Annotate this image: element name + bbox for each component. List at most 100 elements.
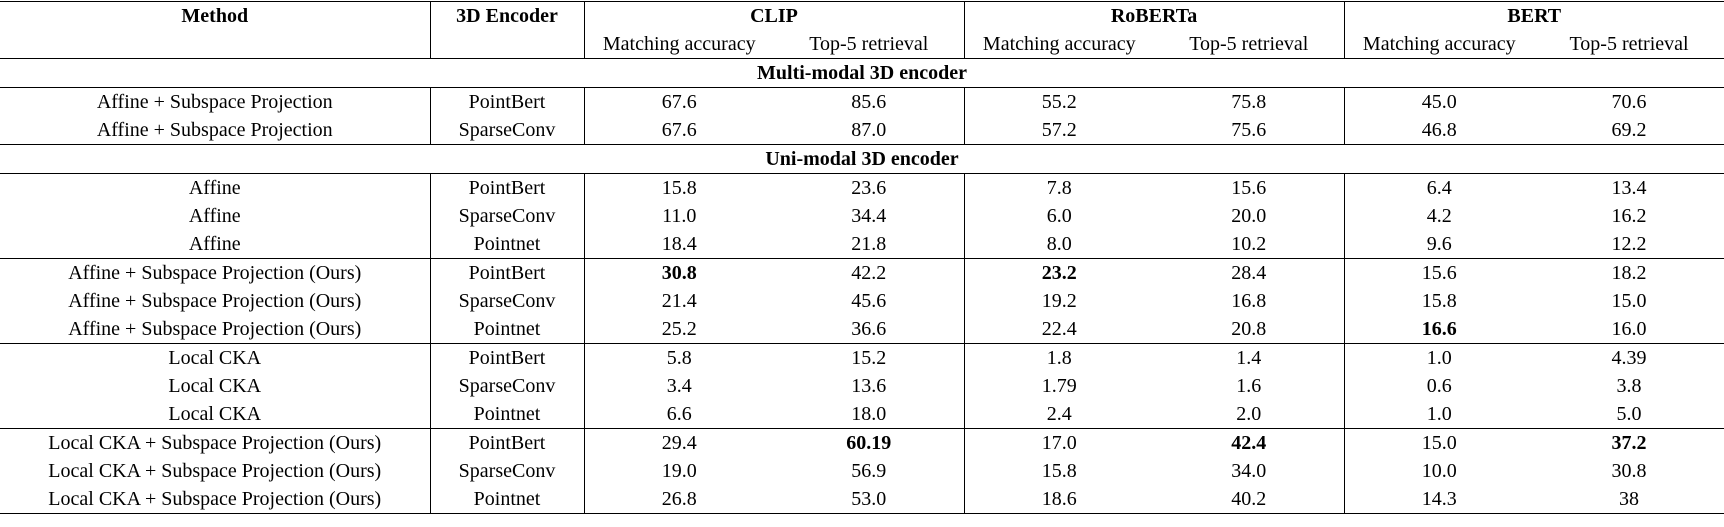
method-cell: Affine + Subspace Projection bbox=[0, 87, 431, 116]
value-cell: 29.4 bbox=[584, 428, 774, 457]
value-cell: 16.0 bbox=[1611, 318, 1647, 340]
value-cell: 56.9 bbox=[774, 457, 965, 485]
value-cell: 13.4 bbox=[1534, 173, 1724, 202]
results-table: Method 3D Encoder CLIP RoBERTa BERT Matching … bbox=[0, 1, 1724, 514]
data-row: Local CKA Pointnet 6.6 18.0 2.4 2.0 1.0 5.0 bbox=[0, 400, 1724, 429]
value-cell: 18.6 bbox=[964, 485, 1155, 514]
subheader: Matching accuracy bbox=[982, 33, 1136, 55]
value-cell: 21.8 bbox=[774, 230, 965, 259]
value-cell: 23.2 bbox=[964, 258, 1155, 287]
method-cell: Affine + Subspace Projection (Ours) bbox=[0, 287, 431, 315]
encoder-cell: Pointnet bbox=[430, 315, 585, 344]
encoder-cell: PointBert bbox=[430, 87, 585, 116]
encoder-cell: PointBert bbox=[430, 428, 585, 457]
value-cell: 26.8 bbox=[584, 485, 774, 514]
value-cell: 18.2 bbox=[1534, 258, 1724, 287]
section-title: Multi-modal 3D encoder bbox=[0, 58, 1724, 88]
empty-cell bbox=[430, 30, 585, 59]
value-cell: 15.2 bbox=[774, 343, 965, 372]
value-cell: 22.4 bbox=[1041, 318, 1077, 340]
value-cell: 15.8 bbox=[1041, 460, 1077, 482]
value-cell: 0.6 bbox=[1426, 375, 1452, 397]
data-row: Local CKA + Subspace Projection (Ours) Sp… bbox=[0, 457, 1724, 485]
value-cell: 87.0 bbox=[774, 116, 965, 145]
method-cell: Local CKA + Subspace Projection (Ours) bbox=[0, 457, 431, 485]
value-cell: 45.6 bbox=[774, 287, 965, 315]
value-cell: 19.2 bbox=[1041, 290, 1077, 312]
value-cell: 5.0 bbox=[1616, 403, 1642, 425]
value-cell: 8.0 bbox=[1046, 233, 1072, 255]
encoder-header: 3D Encoder bbox=[430, 1, 585, 30]
encoder-cell: Pointnet bbox=[430, 485, 585, 514]
value-cell: 9.6 bbox=[1426, 233, 1452, 255]
group-header: BERT bbox=[1344, 1, 1724, 30]
group-header: RoBERTa bbox=[964, 1, 1345, 30]
subheader: Matching accuracy bbox=[602, 33, 756, 55]
value-cell: 5.8 bbox=[584, 343, 774, 372]
value-cell: 1.0 bbox=[1344, 343, 1535, 372]
data-row: Affine + Subspace Projection PointBert 67.… bbox=[0, 87, 1724, 116]
value-cell: 21.4 bbox=[661, 290, 697, 312]
subheader: Top-5 retrieval bbox=[774, 30, 965, 59]
data-row: Affine PointBert 15.8 23.6 7.8 15.6 6.4 13.4 bbox=[0, 173, 1724, 202]
subheader: Top-5 retrieval bbox=[1569, 33, 1689, 55]
method-cell: Affine bbox=[0, 230, 431, 259]
value-cell: 55.2 bbox=[964, 87, 1155, 116]
header-row: Method 3D Encoder CLIP RoBERTa BERT bbox=[0, 1, 1724, 30]
value-cell: 14.3 bbox=[1344, 485, 1535, 514]
encoder-cell: Pointnet bbox=[430, 400, 585, 429]
value-cell: 3.8 bbox=[1616, 375, 1642, 397]
value-cell: 57.2 bbox=[1041, 119, 1077, 141]
value-cell: 37.2 bbox=[1534, 428, 1724, 457]
value-cell: 70.6 bbox=[1534, 87, 1724, 116]
method-cell: Affine bbox=[0, 173, 431, 202]
encoder-cell: Pointnet bbox=[430, 230, 585, 259]
value-cell: 75.8 bbox=[1154, 87, 1345, 116]
data-row: Affine + Subspace Projection (Ours) Spars… bbox=[0, 287, 1724, 315]
method-cell: Affine + Subspace Projection bbox=[0, 116, 431, 145]
value-cell: 34.4 bbox=[774, 202, 965, 230]
data-row: Local CKA SparseConv 3.4 13.6 1.79 1.6 0.6 3.8 bbox=[0, 372, 1724, 400]
group-header: CLIP bbox=[584, 1, 965, 30]
value-cell: 38 bbox=[1534, 485, 1724, 514]
value-cell: 10.0 bbox=[1421, 460, 1457, 482]
encoder-cell: SparseConv bbox=[430, 287, 585, 315]
method-cell: Local CKA + Subspace Projection (Ours) bbox=[0, 485, 431, 514]
value-cell: 1.6 bbox=[1154, 372, 1345, 400]
value-cell: 6.0 bbox=[1046, 205, 1072, 227]
encoder-cell: SparseConv bbox=[430, 116, 585, 145]
value-cell: 16.8 bbox=[1154, 287, 1345, 315]
value-cell: 69.2 bbox=[1611, 119, 1647, 141]
value-cell: 45.0 bbox=[1344, 87, 1535, 116]
method-cell: Affine + Subspace Projection (Ours) bbox=[0, 315, 431, 344]
empty-cell bbox=[0, 30, 431, 59]
section-row: Multi-modal 3D encoder bbox=[0, 58, 1724, 88]
data-row: Affine + Subspace Projection SparseConv 67… bbox=[0, 116, 1724, 145]
data-row: Affine + Subspace Projection (Ours) Point… bbox=[0, 315, 1724, 344]
method-header: Method bbox=[0, 1, 431, 30]
data-row: Affine SparseConv 11.0 34.4 6.0 20.0 4.2 16.2 bbox=[0, 202, 1724, 230]
value-cell: 6.4 bbox=[1344, 173, 1535, 202]
encoder-cell: SparseConv bbox=[430, 372, 585, 400]
value-cell: 15.6 bbox=[1154, 173, 1345, 202]
value-cell: 10.2 bbox=[1154, 230, 1345, 259]
value-cell: 30.8 bbox=[1611, 460, 1647, 482]
value-cell: 17.0 bbox=[964, 428, 1155, 457]
value-cell: 15.8 bbox=[584, 173, 774, 202]
value-cell: 12.2 bbox=[1611, 233, 1647, 255]
value-cell: 13.6 bbox=[774, 372, 965, 400]
value-cell: 85.6 bbox=[774, 87, 965, 116]
value-cell: 36.6 bbox=[774, 315, 965, 344]
data-row: Local CKA PointBert 5.8 15.2 1.8 1.4 1.0 4.39 bbox=[0, 343, 1724, 372]
value-cell: 6.6 bbox=[666, 403, 692, 425]
value-cell: 67.6 bbox=[584, 87, 774, 116]
value-cell: 28.4 bbox=[1154, 258, 1345, 287]
value-cell: 3.4 bbox=[666, 375, 692, 397]
value-cell: 23.6 bbox=[774, 173, 965, 202]
subheader: Top-5 retrieval bbox=[1154, 30, 1345, 59]
value-cell: 30.8 bbox=[584, 258, 774, 287]
value-cell: 60.19 bbox=[774, 428, 965, 457]
value-cell: 2.4 bbox=[1046, 403, 1072, 425]
data-row: Local CKA + Subspace Projection (Ours) Po… bbox=[0, 485, 1724, 514]
